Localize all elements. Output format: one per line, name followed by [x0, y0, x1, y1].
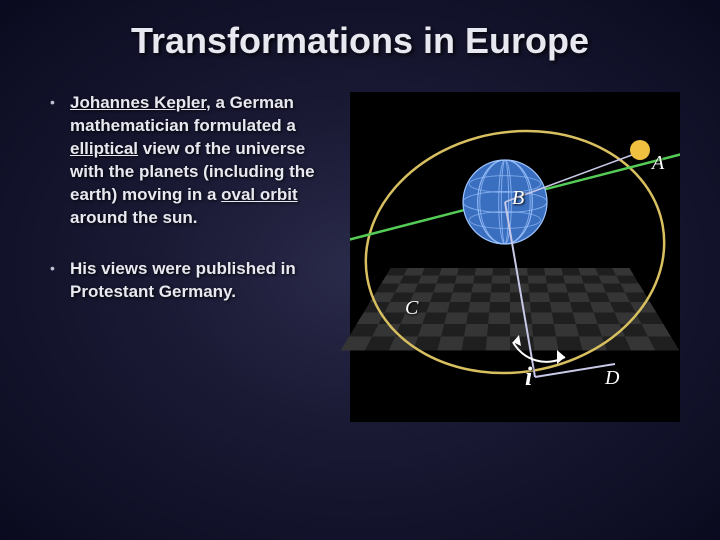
content-area: •Johannes Kepler, a German mathematician… [50, 92, 670, 422]
diagram-label-C: C [405, 297, 418, 320]
bullet-item: •His views were published in Protestant … [50, 258, 330, 304]
diagram-label-i: i [525, 362, 532, 392]
diagram-label-B: B [512, 187, 524, 210]
diagram-label-D: D [605, 367, 619, 390]
slide-title: Transformations in Europe [50, 20, 670, 62]
bullet-item: •Johannes Kepler, a German mathematician… [50, 92, 330, 230]
bullet-marker: • [50, 258, 70, 304]
diagram-svg [350, 92, 680, 422]
bullet-text: Johannes Kepler, a German mathematician … [70, 92, 330, 230]
orbit-diagram: A B C Di [350, 92, 680, 422]
text-column: •Johannes Kepler, a German mathematician… [50, 92, 330, 422]
diagram-label-A: A [652, 152, 664, 175]
bullet-marker: • [50, 92, 70, 230]
image-column: A B C Di [350, 92, 680, 422]
bullet-text: His views were published in Protestant G… [70, 258, 330, 304]
